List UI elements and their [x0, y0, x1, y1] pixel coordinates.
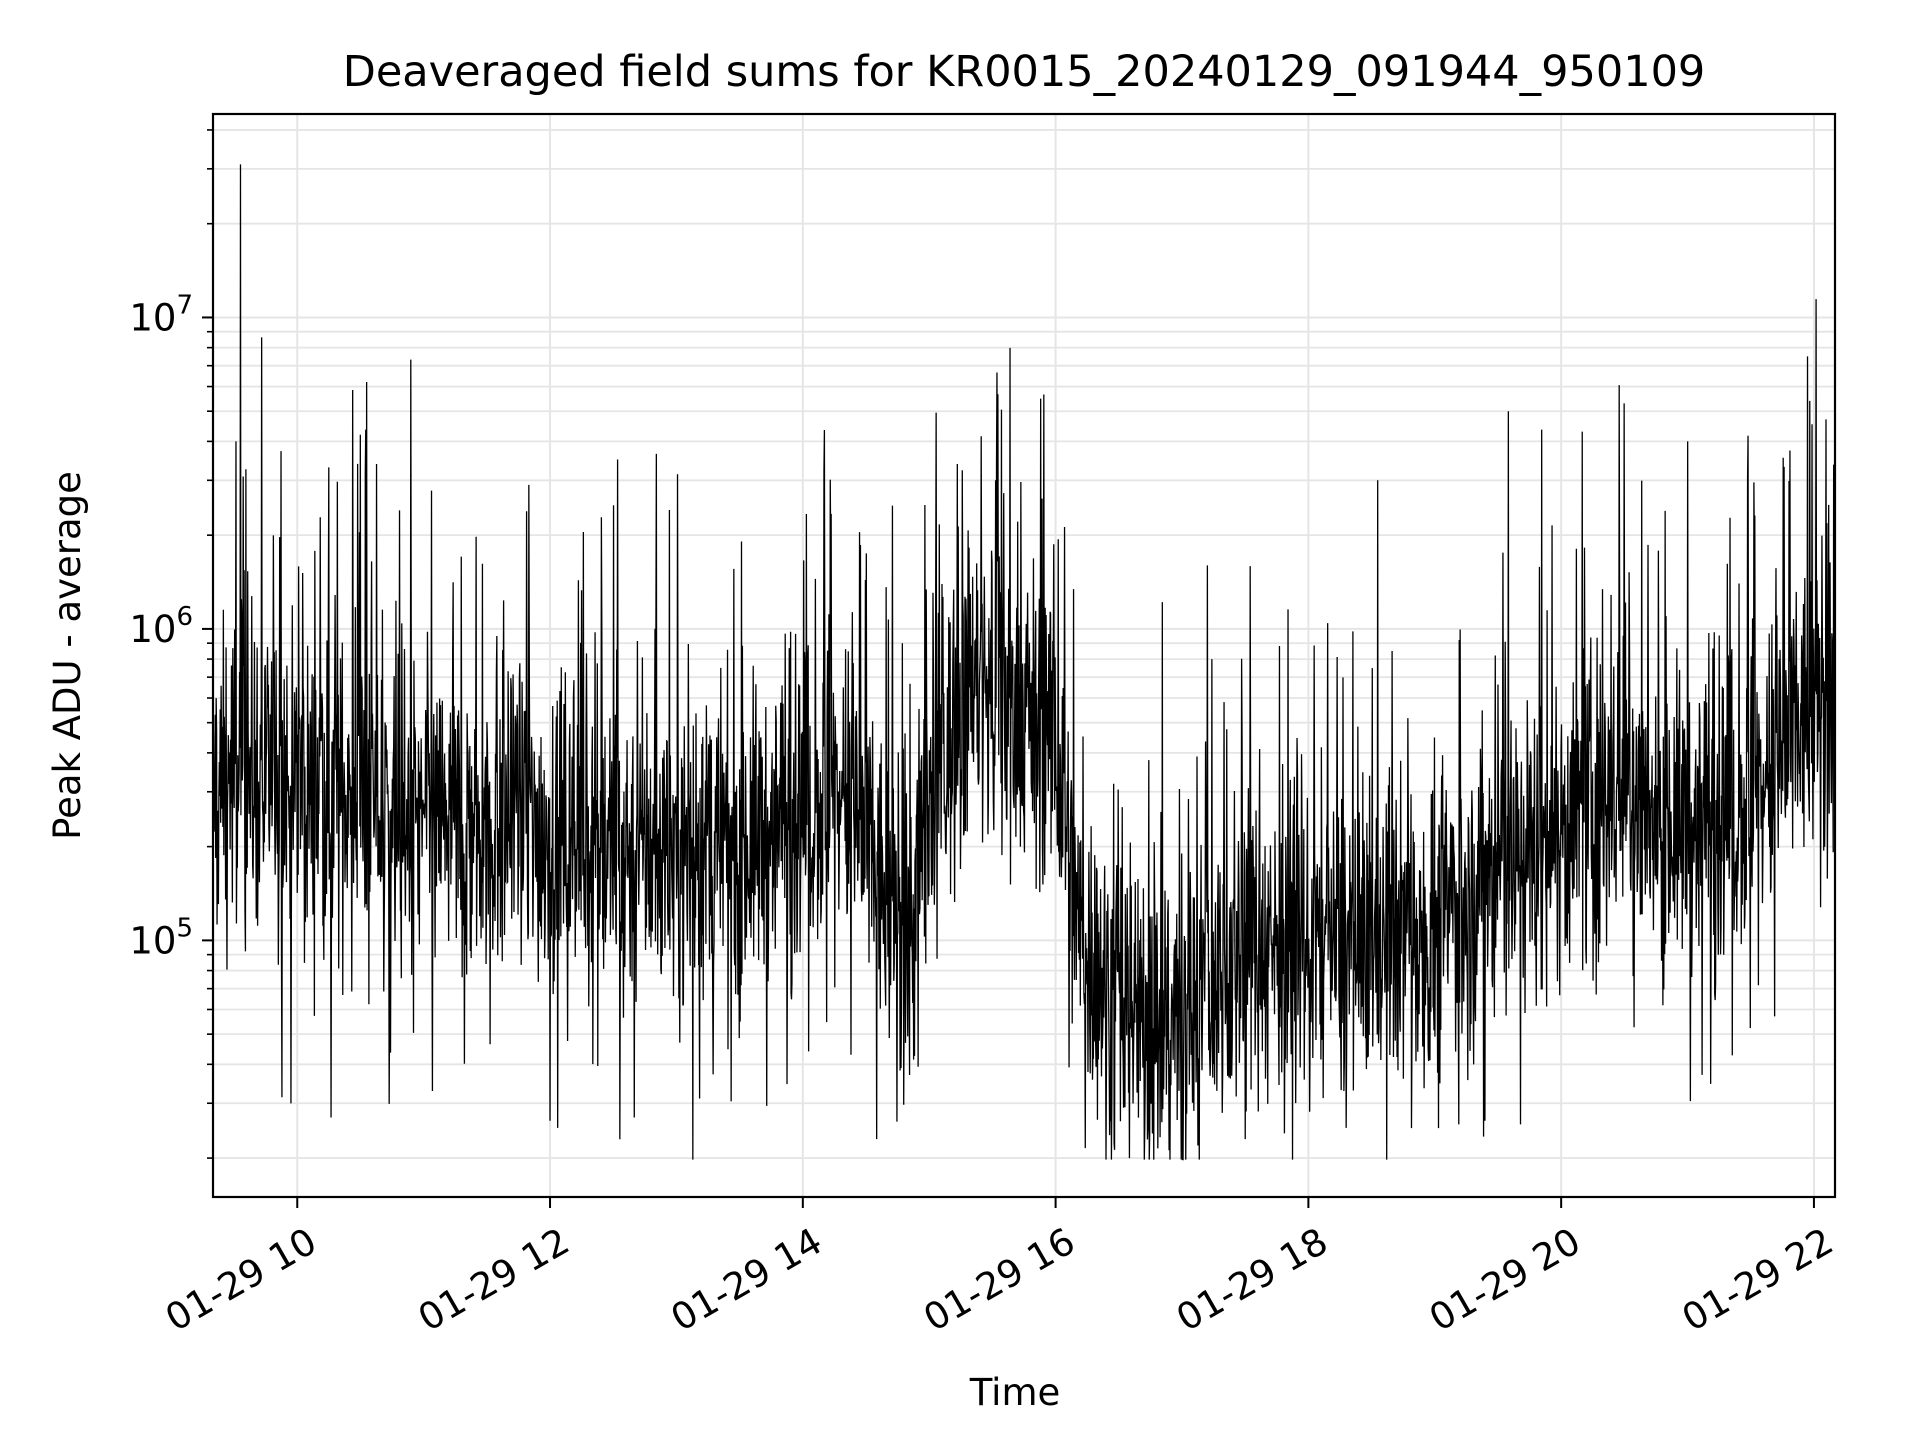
x-axis-label: Time [969, 1371, 1061, 1414]
plot-frame [211, 112, 1837, 1199]
chart-title: Deaveraged field sums for KR0015_2024012… [343, 47, 1706, 97]
y-tick-label: 105 [129, 913, 193, 962]
y-axis-label: Peak ADU - average [46, 471, 89, 840]
y-tick-label: 106 [129, 602, 193, 651]
y-tick-label: 107 [129, 290, 193, 339]
series-line [212, 164, 1836, 1161]
plot-series [212, 164, 1836, 1161]
